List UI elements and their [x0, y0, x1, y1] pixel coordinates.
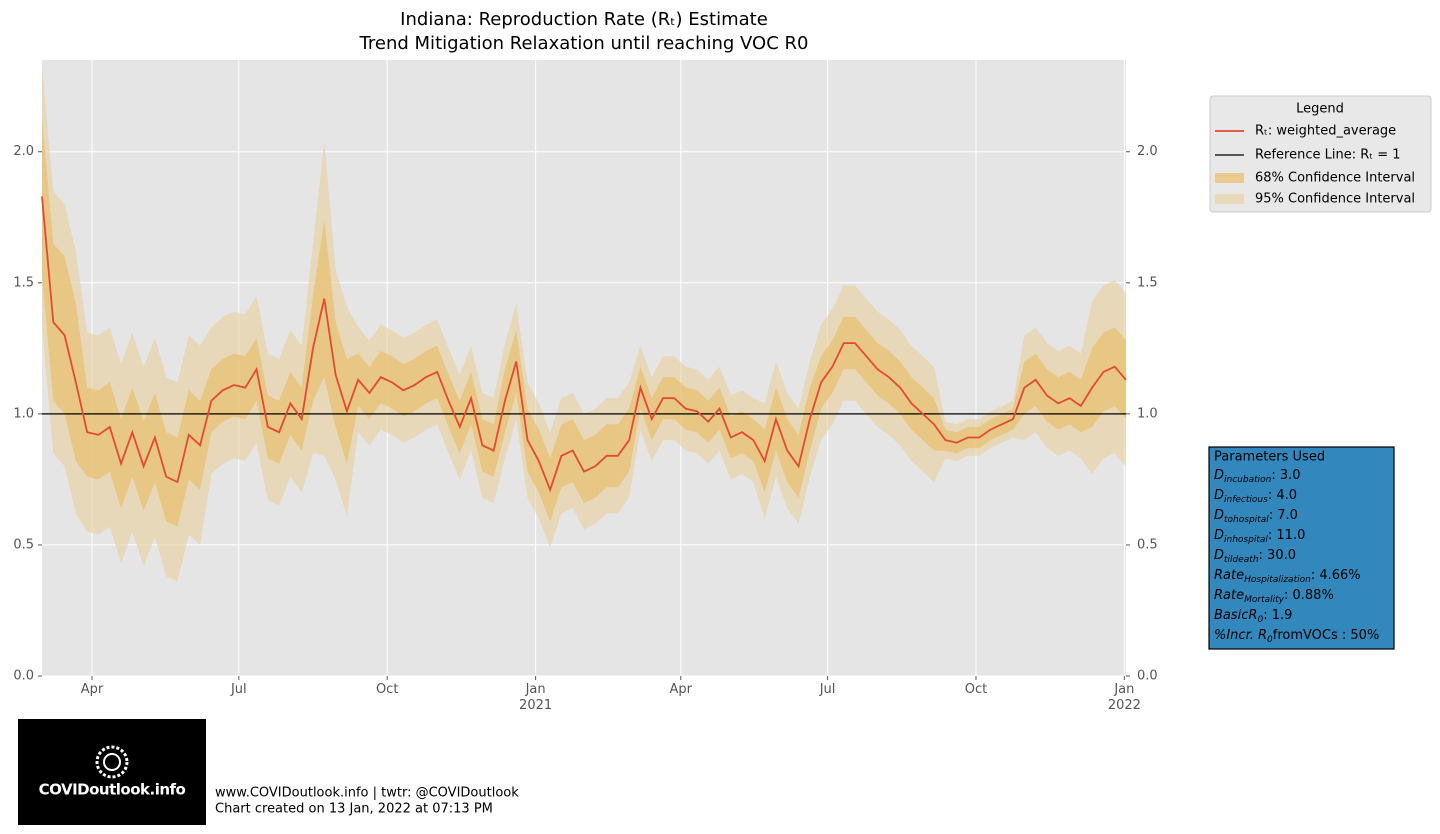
y2-tick-label: 0.5	[1137, 537, 1158, 552]
y2-tick-label: 2.0	[1137, 144, 1158, 159]
parameter-line: Dincubation: 3.0	[1214, 468, 1301, 485]
logo-icon	[103, 753, 121, 771]
parameter-text: : 4.66%	[1311, 568, 1361, 583]
footer-text: Chart created on 13 Jan, 2022 at 07:13 P…	[215, 802, 493, 817]
parameter-line: RateMortality: 0.88%	[1214, 588, 1334, 605]
parameter-text: : 11.0	[1268, 528, 1305, 543]
x-tick-label: Jan 2022	[1107, 682, 1141, 713]
parameter-line: BasicR0: 1.9	[1214, 608, 1292, 625]
parameter-line: Dinfectious: 4.0	[1214, 488, 1297, 505]
parameter-subscript: 0	[1257, 615, 1263, 625]
x-tick-label: Jan 2021	[519, 682, 553, 713]
legend-label: Reference Line: Rₜ = 1	[1255, 148, 1401, 163]
parameter-text: fromVOCs : 50%	[1273, 628, 1380, 643]
chart-subtitle: Trend Mitigation Relaxation until reachi…	[359, 33, 809, 54]
parameter-text: : 30.0	[1259, 548, 1296, 563]
parameter-line: RateHospitalization: 4.66%	[1214, 568, 1361, 585]
x-tick-label: Jul	[819, 682, 836, 697]
parameters-title: Parameters Used	[1214, 450, 1325, 465]
legend-swatch	[1215, 194, 1244, 204]
confidence-band	[42, 65, 1126, 582]
x-tick-label: Apr	[80, 682, 104, 697]
parameter-line: Dinhospital: 11.0	[1214, 528, 1305, 545]
legend-label: 95% Confidence Interval	[1255, 192, 1415, 207]
parameter-text: D	[1214, 468, 1224, 483]
line-series	[41, 196, 1127, 493]
y-tick-label: 1.5	[13, 275, 34, 290]
parameter-line: Dtildeath: 30.0	[1214, 548, 1296, 565]
parameter-text: Rate	[1214, 588, 1244, 603]
parameter-text: %Incr. R	[1214, 628, 1267, 643]
y2-tick-label: 0.0	[1137, 669, 1158, 684]
confidence-band	[42, 117, 1126, 527]
x-tick-label: Oct	[375, 682, 399, 697]
legend-swatch	[1215, 173, 1244, 183]
parameter-text: D	[1214, 548, 1224, 563]
parameter-subscript: tohospital	[1224, 515, 1269, 525]
parameter-text: : 1.9	[1263, 608, 1292, 623]
parameter-subscript: 0	[1267, 635, 1273, 645]
legend: Legend Rₜ: weighted_average Reference Lin…	[1209, 95, 1432, 213]
y-tick-label: 0.0	[13, 669, 34, 684]
parameter-subscript: Hospitalization	[1244, 575, 1311, 585]
x-tick-label: Jul	[230, 682, 247, 697]
parameter-subscript: infectious	[1224, 495, 1268, 505]
parameter-text: BasicR	[1214, 608, 1257, 623]
parameter-text: Rate	[1214, 568, 1244, 583]
logo-icon	[95, 745, 129, 779]
parameter-text: D	[1214, 488, 1224, 503]
parameter-subscript: Mortality	[1244, 595, 1285, 605]
parameter-text: : 7.0	[1269, 508, 1298, 523]
parameter-text: : 3.0	[1271, 468, 1300, 483]
chart-title: Indiana: Reproduction Rate (Rₜ) Estimate	[400, 9, 768, 30]
legend-label: 68% Confidence Interval	[1255, 171, 1415, 186]
y-tick-label: 1.0	[13, 406, 34, 421]
footer-text: www.COVIDoutlook.info | twtr: @COVIDoutl…	[215, 786, 519, 801]
parameter-line: %Incr. R0fromVOCs : 50%	[1214, 628, 1379, 645]
parameter-subscript: inhospital	[1224, 535, 1268, 545]
parameter-text: : 0.88%	[1284, 588, 1334, 603]
parameter-subscript: incubation	[1224, 475, 1272, 485]
parameters-background	[1208, 446, 1395, 650]
y-tick-label: 2.0	[13, 144, 34, 159]
y-tick-label: 0.5	[13, 537, 34, 552]
legend-label: Rₜ: weighted_average	[1255, 124, 1396, 139]
parameter-text: : 4.0	[1268, 488, 1297, 503]
parameter-subscript: tildeath	[1224, 555, 1259, 565]
x-tick-label: Apr	[669, 682, 693, 697]
parameters-box: Parameters Used Dincubation: 3.0Dinfecti…	[1208, 446, 1395, 650]
parameter-line: Dtohospital: 7.0	[1214, 508, 1298, 525]
plot-area	[41, 65, 1127, 582]
y2-tick-label: 1.0	[1137, 406, 1158, 421]
logo-background	[18, 719, 206, 825]
logo-text: COVIDoutlook.info	[39, 781, 186, 799]
legend-title: Legend	[1296, 102, 1344, 117]
parameter-text: D	[1214, 528, 1224, 543]
logo: COVIDoutlook.info	[18, 719, 206, 825]
legend-box	[1209, 95, 1432, 213]
y2-tick-label: 1.5	[1137, 275, 1158, 290]
x-tick-label: Oct	[964, 682, 988, 697]
parameter-text: D	[1214, 508, 1224, 523]
